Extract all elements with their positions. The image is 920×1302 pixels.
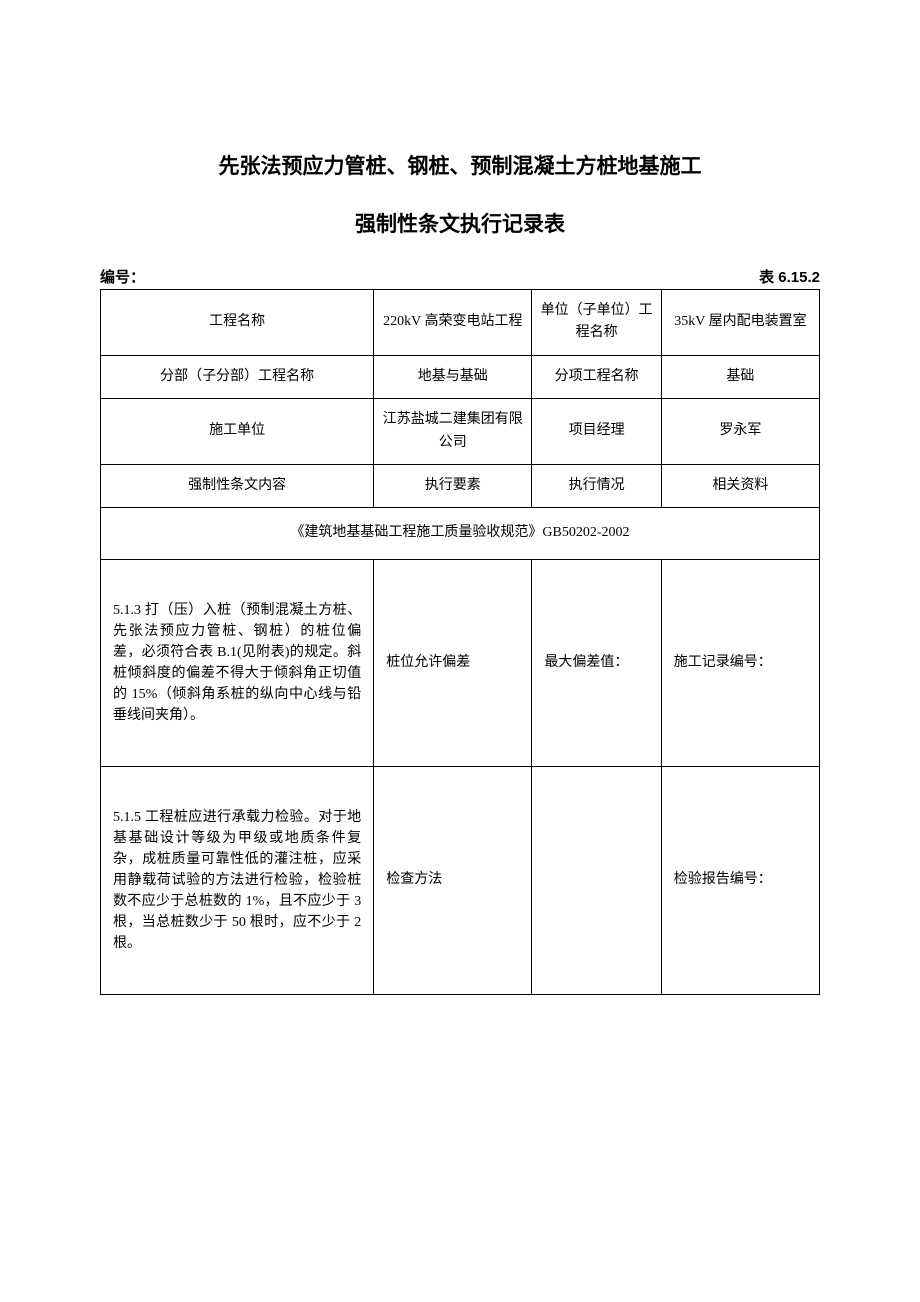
cell-clause-513: 5.1.3 打（压）入桩（预制混凝土方桩、先张法预应力管桩、钢桩）的桩位偏差，必… — [101, 559, 374, 766]
cell-clause-515: 5.1.5 工程桩应进行承载力检验。对于地基基础设计等级为甲级或地质条件复杂，成… — [101, 766, 374, 994]
cell-unit-project-value: 35kV 屋内配电装置室 — [661, 290, 819, 356]
page-title-line1: 先张法预应力管桩、钢桩、预制混凝土方桩地基施工 — [100, 150, 820, 180]
cell-clause-515-material: 检验报告编号： — [661, 766, 819, 994]
table-row: 5.1.3 打（压）入桩（预制混凝土方桩、先张法预应力管桩、钢桩）的桩位偏差，必… — [101, 559, 820, 766]
cell-unit-project-label: 单位（子单位）工程名称 — [532, 290, 661, 356]
cell-clause-513-material: 施工记录编号： — [661, 559, 819, 766]
cell-mandatory-content-label: 强制性条文内容 — [101, 464, 374, 507]
cell-project-name-label: 工程名称 — [101, 290, 374, 356]
table-row: 施工单位 江苏盐城二建集团有限公司 项目经理 罗永军 — [101, 399, 820, 465]
table-row: 分部（子分部）工程名称 地基与基础 分项工程名称 基础 — [101, 355, 820, 398]
cell-subsection-value: 地基与基础 — [374, 355, 532, 398]
table-row: 强制性条文内容 执行要素 执行情况 相关资料 — [101, 464, 820, 507]
cell-project-manager-label: 项目经理 — [532, 399, 661, 465]
cell-clause-513-status: 最大偏差值： — [532, 559, 661, 766]
table-row: 《建筑地基基础工程施工质量验收规范》GB50202-2002 — [101, 508, 820, 559]
table-number-label: 表 6.15.2 — [759, 266, 820, 287]
cell-project-name-value: 220kV 高荣变电站工程 — [374, 290, 532, 356]
cell-project-manager-value: 罗永军 — [661, 399, 819, 465]
cell-clause-515-status — [532, 766, 661, 994]
page-title-line2: 强制性条文执行记录表 — [100, 208, 820, 238]
record-table: 工程名称 220kV 高荣变电站工程 单位（子单位）工程名称 35kV 屋内配电… — [100, 289, 820, 995]
cell-subsection-label: 分部（子分部）工程名称 — [101, 355, 374, 398]
cell-construction-unit-label: 施工单位 — [101, 399, 374, 465]
cell-clause-513-element: 桩位允许偏差 — [374, 559, 532, 766]
table-header-row: 编号： 表 6.15.2 — [100, 266, 820, 287]
table-row: 工程名称 220kV 高荣变电站工程 单位（子单位）工程名称 35kV 屋内配电… — [101, 290, 820, 356]
serial-number-label: 编号： — [100, 266, 145, 287]
cell-standard-title: 《建筑地基基础工程施工质量验收规范》GB50202-2002 — [101, 508, 820, 559]
cell-execution-element-label: 执行要素 — [374, 464, 532, 507]
table-row: 5.1.5 工程桩应进行承载力检验。对于地基基础设计等级为甲级或地质条件复杂，成… — [101, 766, 820, 994]
cell-clause-515-element: 检查方法 — [374, 766, 532, 994]
cell-related-material-label: 相关资料 — [661, 464, 819, 507]
cell-execution-status-label: 执行情况 — [532, 464, 661, 507]
cell-subitem-value: 基础 — [661, 355, 819, 398]
cell-subitem-label: 分项工程名称 — [532, 355, 661, 398]
cell-construction-unit-value: 江苏盐城二建集团有限公司 — [374, 399, 532, 465]
